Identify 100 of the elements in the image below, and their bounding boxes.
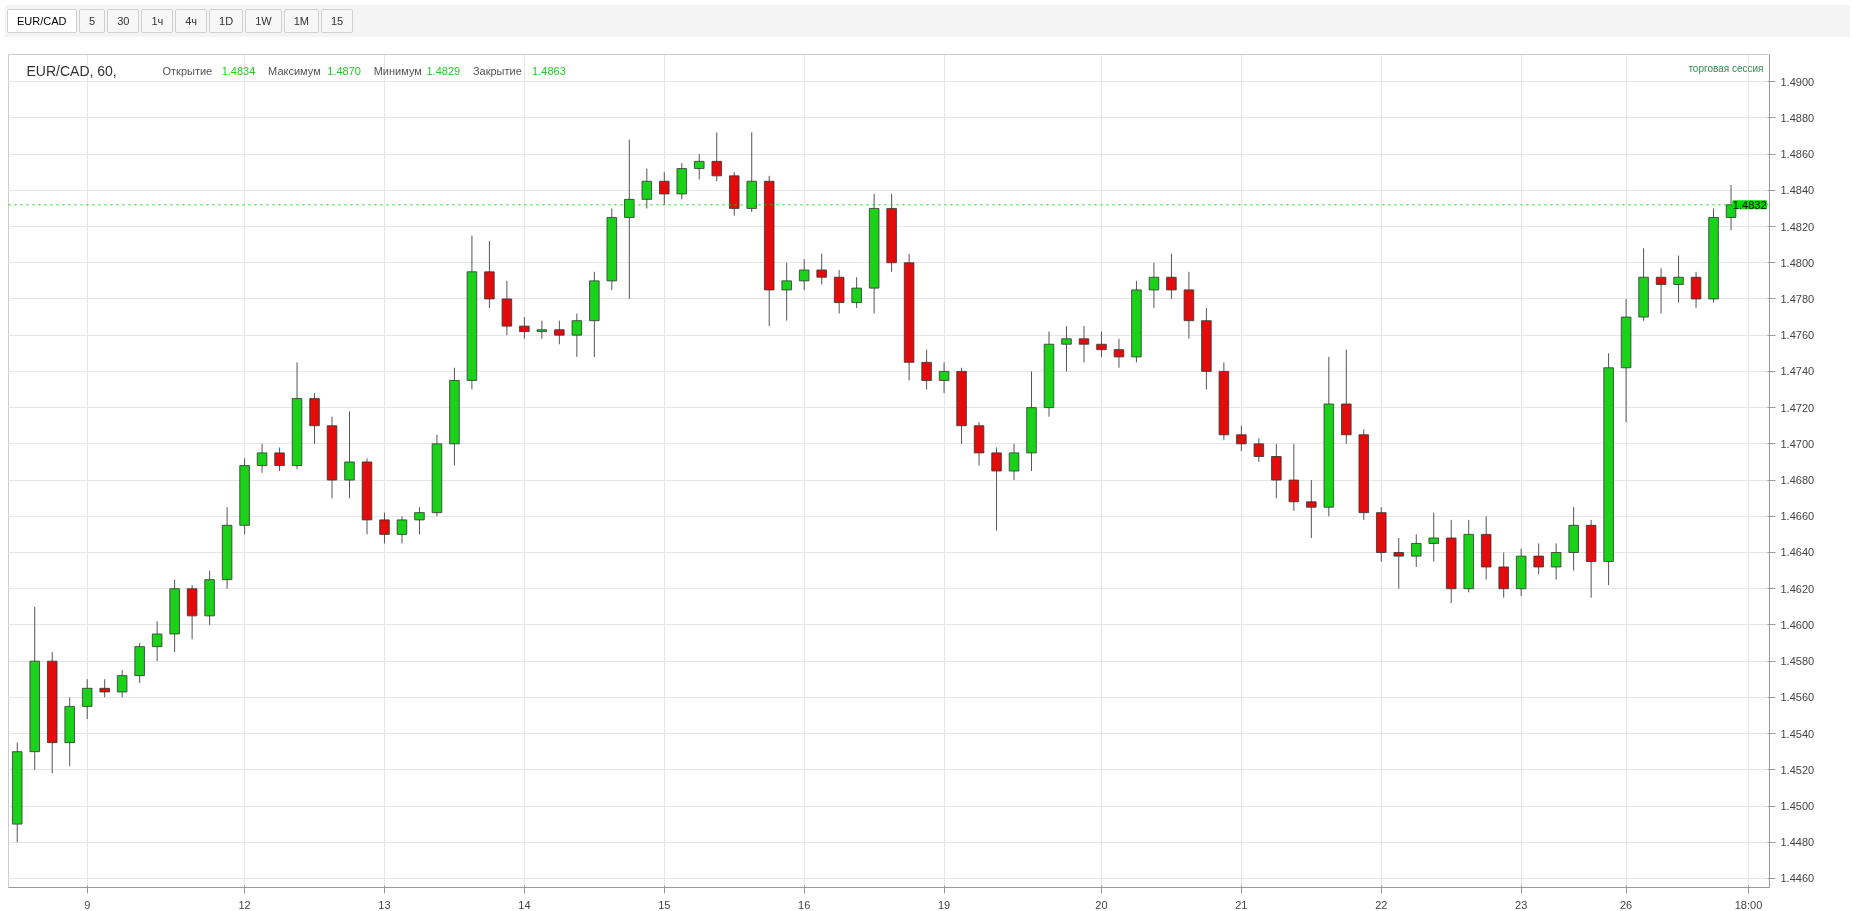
annotation: 1.4870 xyxy=(327,64,361,77)
y-tick-label: 1.4900 xyxy=(1780,75,1815,88)
text: 1D xyxy=(209,9,244,33)
candlestick xyxy=(256,443,268,474)
candlestick xyxy=(554,320,565,345)
y-tick-label: 1.4560 xyxy=(1780,691,1815,704)
candlestick xyxy=(1148,262,1160,309)
y-tick-label: 1.4480 xyxy=(1780,836,1815,849)
annotation: 1.4863 xyxy=(532,64,566,77)
annotation: Закрытие xyxy=(472,64,522,77)
candlestick xyxy=(1096,331,1107,358)
x-tick-label: 23 xyxy=(1515,898,1528,911)
candlestick xyxy=(1428,512,1439,563)
candlestick xyxy=(1061,325,1072,372)
y-tick-label: 1.4800 xyxy=(1780,256,1815,269)
y-tick-label: 1.4860 xyxy=(1780,148,1815,161)
ref-line-label: 1.4832 xyxy=(1732,198,1767,211)
y-tick-label: 1.4740 xyxy=(1780,365,1815,378)
candlestick xyxy=(344,410,355,499)
candlestick xyxy=(1113,338,1125,369)
candlestick xyxy=(396,515,408,544)
candlestick xyxy=(1690,271,1702,309)
x-tick-label: 16 xyxy=(798,898,811,911)
y-tick-label: 1.4500 xyxy=(1780,800,1815,813)
x-tick-label: 22 xyxy=(1375,898,1388,911)
annotation: 1.4834 xyxy=(221,64,256,77)
candlestick xyxy=(851,276,862,309)
y-tick-label: 1.4640 xyxy=(1780,546,1815,559)
y-tick-label: 1.4520 xyxy=(1780,763,1815,776)
text: 1M xyxy=(283,9,319,33)
y-tick-label: 1.4600 xyxy=(1780,618,1815,631)
candlestick xyxy=(1236,425,1247,452)
candlestick xyxy=(816,253,827,285)
text: 5 xyxy=(79,9,106,33)
y-tick-label: 1.4700 xyxy=(1780,437,1815,450)
candlestick xyxy=(624,139,635,300)
candlestick xyxy=(116,669,128,698)
y-tick-label: 1.4820 xyxy=(1780,220,1815,233)
candlestick xyxy=(641,168,653,209)
y-tick-label: 1.4660 xyxy=(1780,510,1815,523)
x-tick-label: 12 xyxy=(238,898,251,911)
candlestick xyxy=(379,512,390,544)
candlestick xyxy=(694,153,705,180)
candlestick xyxy=(571,312,583,358)
candlestick xyxy=(659,171,670,206)
candlestick xyxy=(99,678,110,698)
y-tick-label: 1.4540 xyxy=(1780,727,1815,740)
candlestick xyxy=(151,620,163,662)
annotation: 1.4829 xyxy=(426,64,461,77)
text: EUR/CAD xyxy=(7,9,77,33)
y-tick-label: 1.4680 xyxy=(1780,474,1815,487)
candlestick xyxy=(414,506,425,535)
y-tick-label: 1.4620 xyxy=(1780,582,1815,595)
candlestick xyxy=(536,320,548,340)
annotation: торговая сессия xyxy=(1688,63,1764,74)
annotation: Открытие xyxy=(162,64,213,77)
text: 1W xyxy=(245,9,282,33)
annotation: Максимум xyxy=(268,64,321,77)
candlestick xyxy=(991,446,1002,532)
x-tick-label: 21 xyxy=(1235,898,1248,911)
candlestick xyxy=(1498,551,1509,599)
y-tick-label: 1.4840 xyxy=(1780,184,1815,197)
candlestick xyxy=(1166,253,1177,300)
x-tick-label: 26 xyxy=(1619,898,1633,911)
candlestick xyxy=(1393,537,1404,590)
y-tick-label: 1.4460 xyxy=(1780,872,1815,885)
candlestick xyxy=(781,262,792,322)
candlestick xyxy=(1008,443,1020,481)
text: 30 xyxy=(107,9,140,33)
candlestick xyxy=(1411,533,1422,568)
text: 4ч xyxy=(175,9,208,33)
candlestick xyxy=(938,361,950,394)
candlestick xyxy=(1655,267,1667,314)
x-tick-label: 20 xyxy=(1095,898,1108,911)
x-tick-label: 14 xyxy=(518,898,531,911)
text: 15 xyxy=(320,9,354,33)
candlestick xyxy=(1078,325,1090,363)
y-tick-label: 1.4720 xyxy=(1780,401,1815,414)
candlestick xyxy=(1271,443,1282,499)
candlestick xyxy=(1550,542,1562,581)
candlestick xyxy=(1306,479,1317,539)
text: 1ч xyxy=(141,9,174,33)
candlestick xyxy=(1253,437,1265,463)
x-tick-label: 15 xyxy=(658,898,671,911)
x-tick-label: 19 xyxy=(937,898,951,911)
candlestick xyxy=(274,446,285,472)
x-tick-label: 18:00 xyxy=(1734,898,1763,911)
text: EUR/CAD, 60, xyxy=(26,62,117,79)
x-tick-label: 9 xyxy=(84,898,91,911)
x-tick-label: 13 xyxy=(378,898,391,911)
candlestick xyxy=(1288,443,1300,512)
candlestick xyxy=(1533,542,1544,575)
candlestick xyxy=(81,678,93,720)
annotation: Минимум xyxy=(373,64,422,77)
y-tick-label: 1.4880 xyxy=(1780,111,1815,124)
candlestick xyxy=(921,349,932,391)
candlestick xyxy=(1673,255,1684,304)
candlestick xyxy=(798,258,810,291)
candlestick xyxy=(519,316,530,340)
y-tick-label: 1.4580 xyxy=(1780,655,1815,668)
